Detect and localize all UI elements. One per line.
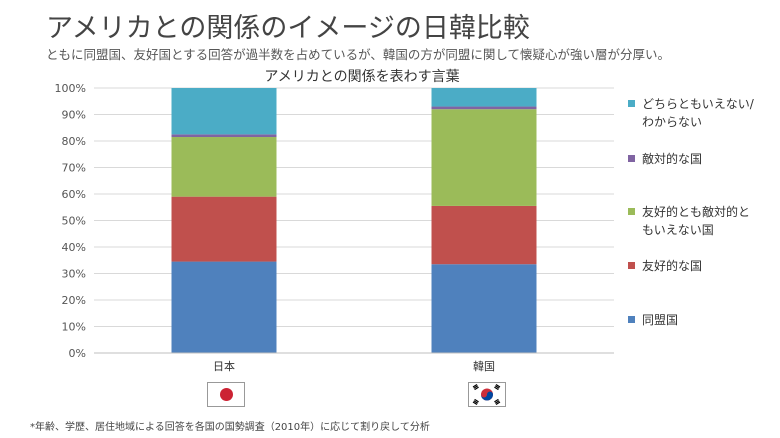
legend-label: 友好的とも敵対的ともいえない国 — [642, 205, 751, 237]
y-tick-label: 40% — [62, 241, 86, 254]
y-axis-tick-labels: 0% 10% 20% 30% 40% 50% 60% 70% 80% 90% 100% — [55, 82, 86, 360]
y-tick-label: 90% — [62, 109, 86, 122]
legend-swatch — [628, 262, 635, 269]
x-tick-label: 日本 — [213, 359, 235, 373]
bar-segment — [171, 137, 277, 197]
legend-swatch — [628, 208, 635, 215]
legend-label: 友好的な国 — [642, 259, 703, 273]
y-tick-label: 80% — [62, 135, 86, 148]
slide-subtitle: ともに同盟国、友好国とする回答が過半数を占めているが、韓国の方が同盟に関して懐疑… — [46, 47, 671, 62]
bar-segment — [171, 261, 277, 353]
bar-segment — [431, 264, 537, 353]
footnote: *年齢、学歴、居住地域による回答を各国の国勢調査（2010年）に応じて割り戻して… — [30, 422, 430, 433]
x-axis-category-labels: 日本 韓国 — [213, 359, 495, 373]
bar-segment — [171, 196, 277, 262]
legend-item: 友好的な国 — [628, 257, 760, 275]
y-tick-label: 60% — [62, 188, 86, 201]
y-tick-label: 10% — [62, 321, 86, 334]
legend-item: 同盟国 — [628, 311, 760, 329]
legend-swatch — [628, 316, 635, 323]
bar-segment — [171, 134, 277, 138]
legend-swatch — [628, 155, 635, 162]
y-tick-label: 20% — [62, 294, 86, 307]
legend-label: 同盟国 — [642, 313, 679, 327]
korea-flag-icon — [468, 382, 506, 407]
bar-segment — [171, 88, 277, 135]
bar-segment — [431, 109, 537, 206]
bar-segment — [431, 106, 537, 110]
legend-label: どちらともいえない/わからない — [642, 97, 754, 129]
y-tick-label: 0% — [69, 347, 86, 360]
y-tick-label: 70% — [62, 162, 86, 175]
legend-item: 敵対的な国 — [628, 150, 760, 168]
legend-swatch — [628, 100, 635, 107]
japan-flag-icon — [207, 382, 245, 407]
slide-title: アメリカとの関係のイメージの日韓比較 — [46, 13, 530, 44]
y-tick-label: 100% — [55, 82, 86, 95]
legend-item: どちらともいえない/わからない — [628, 95, 760, 131]
legend-item: 友好的とも敵対的ともいえない国 — [628, 203, 760, 239]
y-tick-label: 50% — [62, 215, 86, 228]
x-tick-label: 韓国 — [473, 360, 495, 373]
bar-segment — [431, 205, 537, 265]
y-tick-label: 30% — [62, 268, 86, 281]
legend-label: 敵対的な国 — [642, 152, 703, 166]
bar-segment — [431, 88, 537, 107]
chart-bars — [171, 88, 537, 353]
chart-title: アメリカとの関係を表わす言葉 — [264, 69, 459, 85]
